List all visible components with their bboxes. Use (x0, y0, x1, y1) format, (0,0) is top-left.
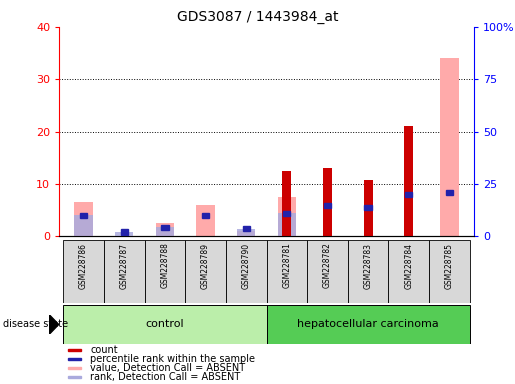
Bar (282, 171, 291, 236)
Bar (202, 213, 209, 218)
Bar (156, 227, 174, 236)
Bar (115, 232, 133, 236)
Bar (67, 376, 81, 377)
Bar (324, 203, 331, 209)
Text: hepatocellular carcinoma: hepatocellular carcinoma (297, 319, 439, 329)
Bar (278, 213, 296, 236)
Bar (278, 197, 296, 236)
Bar (161, 225, 168, 230)
Text: control: control (146, 319, 184, 329)
Bar (104, 240, 145, 303)
Bar (75, 215, 93, 236)
Text: GSM228784: GSM228784 (404, 243, 413, 288)
Text: GSM228781: GSM228781 (282, 243, 291, 288)
Bar (267, 305, 470, 344)
Bar (323, 168, 332, 236)
Text: GSM228782: GSM228782 (323, 243, 332, 288)
Bar (67, 349, 81, 351)
Polygon shape (49, 315, 59, 334)
Bar (237, 229, 255, 236)
Bar (196, 205, 215, 236)
Bar (226, 240, 267, 303)
Bar (307, 240, 348, 303)
Bar (80, 213, 87, 218)
Bar (405, 192, 413, 197)
Bar (404, 126, 413, 236)
Text: disease state: disease state (3, 319, 67, 329)
Bar (185, 240, 226, 303)
Bar (364, 180, 372, 236)
Text: GSM228788: GSM228788 (160, 243, 169, 288)
Bar (145, 240, 185, 303)
Bar (243, 226, 250, 232)
Bar (75, 202, 93, 236)
Bar (121, 229, 128, 235)
Text: GSM228790: GSM228790 (242, 243, 251, 289)
Bar (237, 231, 255, 236)
Bar (348, 240, 388, 303)
Text: count: count (90, 345, 118, 355)
Text: GSM228789: GSM228789 (201, 243, 210, 288)
Text: GDS3087 / 1443984_at: GDS3087 / 1443984_at (177, 10, 338, 23)
Bar (283, 210, 290, 216)
Bar (156, 223, 174, 236)
Text: rank, Detection Call = ABSENT: rank, Detection Call = ABSENT (90, 371, 241, 382)
Bar (63, 305, 267, 344)
Text: GSM228785: GSM228785 (445, 243, 454, 288)
Text: value, Detection Call = ABSENT: value, Detection Call = ABSENT (90, 363, 246, 373)
Bar (267, 240, 307, 303)
Bar (429, 240, 470, 303)
Bar (388, 240, 429, 303)
Text: GSM228787: GSM228787 (120, 243, 129, 288)
Bar (446, 190, 453, 195)
Bar (67, 358, 81, 360)
Text: percentile rank within the sample: percentile rank within the sample (90, 354, 255, 364)
Bar (67, 367, 81, 369)
Bar (63, 240, 104, 303)
Text: GSM228783: GSM228783 (364, 243, 373, 288)
Bar (365, 205, 372, 210)
Bar (440, 58, 458, 236)
Text: GSM228786: GSM228786 (79, 243, 88, 288)
